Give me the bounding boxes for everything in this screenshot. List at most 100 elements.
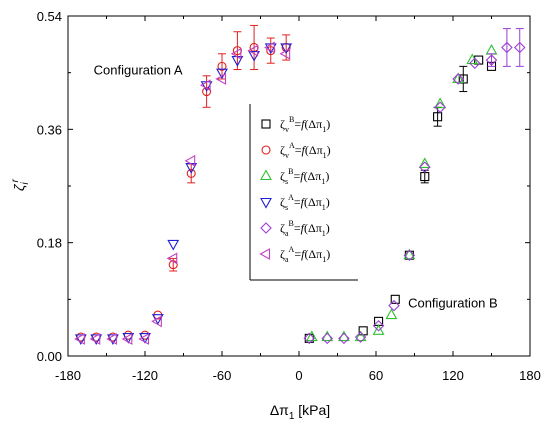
data-point xyxy=(485,54,498,66)
data-point xyxy=(304,333,314,343)
data-point xyxy=(338,332,350,345)
data-point xyxy=(202,87,212,97)
legend-label-sub: v xyxy=(285,151,289,160)
legend-label-close: ) xyxy=(326,221,330,235)
data-series xyxy=(74,24,526,346)
x-axis-title-unit: [kPa] xyxy=(294,402,330,418)
data-point xyxy=(74,334,87,346)
x-axis-title: Δπ1 [kPa] xyxy=(270,402,330,422)
legend-label-arg: (Δπ xyxy=(304,247,322,261)
series-6 xyxy=(74,41,291,345)
legend-marker xyxy=(261,145,271,155)
data-point xyxy=(247,44,259,57)
legend-label-fn: f xyxy=(302,143,307,157)
legend-label-sub: v xyxy=(285,125,289,134)
y-tick-label: 0.00 xyxy=(37,349,62,364)
legend: ζvB=f(Δπ1)ζvA=f(Δπ1)ζsB=f(Δπ1)ζsA=f(Δπ1)… xyxy=(249,104,358,281)
y-axis-title: ζir xyxy=(10,178,31,191)
x-tick-label: 0 xyxy=(295,368,302,383)
data-point xyxy=(166,252,178,265)
legend-label-sup: B xyxy=(289,219,294,228)
data-point xyxy=(122,333,135,344)
data-point xyxy=(466,53,479,65)
legend-item-5: ζaB=f(Δπ1) xyxy=(260,219,330,238)
data-point xyxy=(106,334,119,346)
y-tick-label: 0.36 xyxy=(37,122,62,137)
legend-item-1: ζvB=f(Δπ1) xyxy=(261,115,330,134)
legend-label-fn: f xyxy=(301,221,306,235)
legend-label: ζaA=f(Δπ1) xyxy=(280,245,330,264)
legend-label: ζsB=f(Δπ1) xyxy=(280,167,329,186)
legend-label-arg: (Δπ xyxy=(304,195,322,209)
legend-label-sup: B xyxy=(288,167,293,176)
legend-label-mid: = xyxy=(294,221,301,235)
legend-label-sub: s xyxy=(285,203,288,212)
legend-marker xyxy=(260,169,272,181)
data-point xyxy=(452,73,464,85)
data-point xyxy=(354,330,367,342)
data-point xyxy=(89,333,101,345)
x-tick-label: -120 xyxy=(132,368,158,383)
legend-label-arg: (Δπ xyxy=(304,117,322,131)
legend-label: ζaB=f(Δπ1) xyxy=(280,219,330,238)
data-point xyxy=(372,324,385,335)
legend-label-argsub: 1 xyxy=(321,177,325,186)
legend-label-sup: A xyxy=(289,141,295,150)
legend-label-argsub: 1 xyxy=(322,203,326,212)
legend-label-sym: ζ xyxy=(280,169,285,183)
x-tick-label: 120 xyxy=(442,368,464,383)
x-axis-title-sub: 1 xyxy=(289,411,295,422)
legend-label-sub: a xyxy=(285,229,289,238)
data-point xyxy=(388,299,400,312)
legend-marker xyxy=(259,248,271,260)
data-point xyxy=(485,43,498,55)
data-point xyxy=(106,333,117,345)
legend-label-fn: f xyxy=(300,169,305,183)
y-tick-label: 0.54 xyxy=(37,9,62,24)
legend-label-sub: a xyxy=(285,255,289,264)
axis-titles: Δπ1 [kPa] ζir xyxy=(10,178,330,422)
annotations: Configuration A Configuration B xyxy=(94,63,498,311)
data-point xyxy=(280,43,293,55)
y-axis-title-sup: r xyxy=(10,178,21,182)
data-point xyxy=(513,41,526,54)
x-tick-label: -60 xyxy=(213,368,232,383)
data-point xyxy=(434,97,447,109)
x-tick-label: -180 xyxy=(55,368,81,383)
data-point xyxy=(139,333,151,344)
data-point xyxy=(90,334,103,346)
legend-label-fn: f xyxy=(301,195,306,209)
y-tick-label: 0.18 xyxy=(37,236,62,251)
legend-label-close: ) xyxy=(326,195,330,209)
legend-label-argsub: 1 xyxy=(322,125,326,134)
data-point xyxy=(390,294,400,304)
legend-label-argsub: 1 xyxy=(322,229,326,238)
data-point xyxy=(216,68,228,80)
legend-label-arg: (Δπ xyxy=(304,169,322,183)
data-point xyxy=(74,333,85,345)
data-point xyxy=(199,79,211,92)
data-point xyxy=(167,239,180,251)
legend-label-sym: ζ xyxy=(280,195,285,209)
legend-label-fn: f xyxy=(301,117,306,131)
legend-label-mid: = xyxy=(293,169,300,183)
data-point xyxy=(452,72,465,84)
legend-label-sub: s xyxy=(285,177,288,186)
data-point xyxy=(151,315,162,328)
data-point xyxy=(501,41,513,54)
legend-label-sym: ζ xyxy=(280,247,285,261)
x-axis-title-main: Δπ xyxy=(270,402,289,418)
legend-label-sup: B xyxy=(289,115,294,124)
data-point xyxy=(138,333,150,345)
legend-label-mid: = xyxy=(294,195,301,209)
legend-label-fn: f xyxy=(301,247,306,261)
data-point xyxy=(303,332,316,345)
legend-item-2: ζvA=f(Δπ1) xyxy=(261,141,331,160)
legend-label-close: ) xyxy=(325,169,329,183)
axis-ticks: -180 -120 -60 0 60 120 180 0.00 0.18 0.36 0.54 xyxy=(37,9,541,383)
data-point xyxy=(217,61,227,71)
legend-label-arg: (Δπ xyxy=(304,221,322,235)
legend-label-mid: = xyxy=(294,117,301,131)
legend-label-argsub: 1 xyxy=(323,151,327,160)
